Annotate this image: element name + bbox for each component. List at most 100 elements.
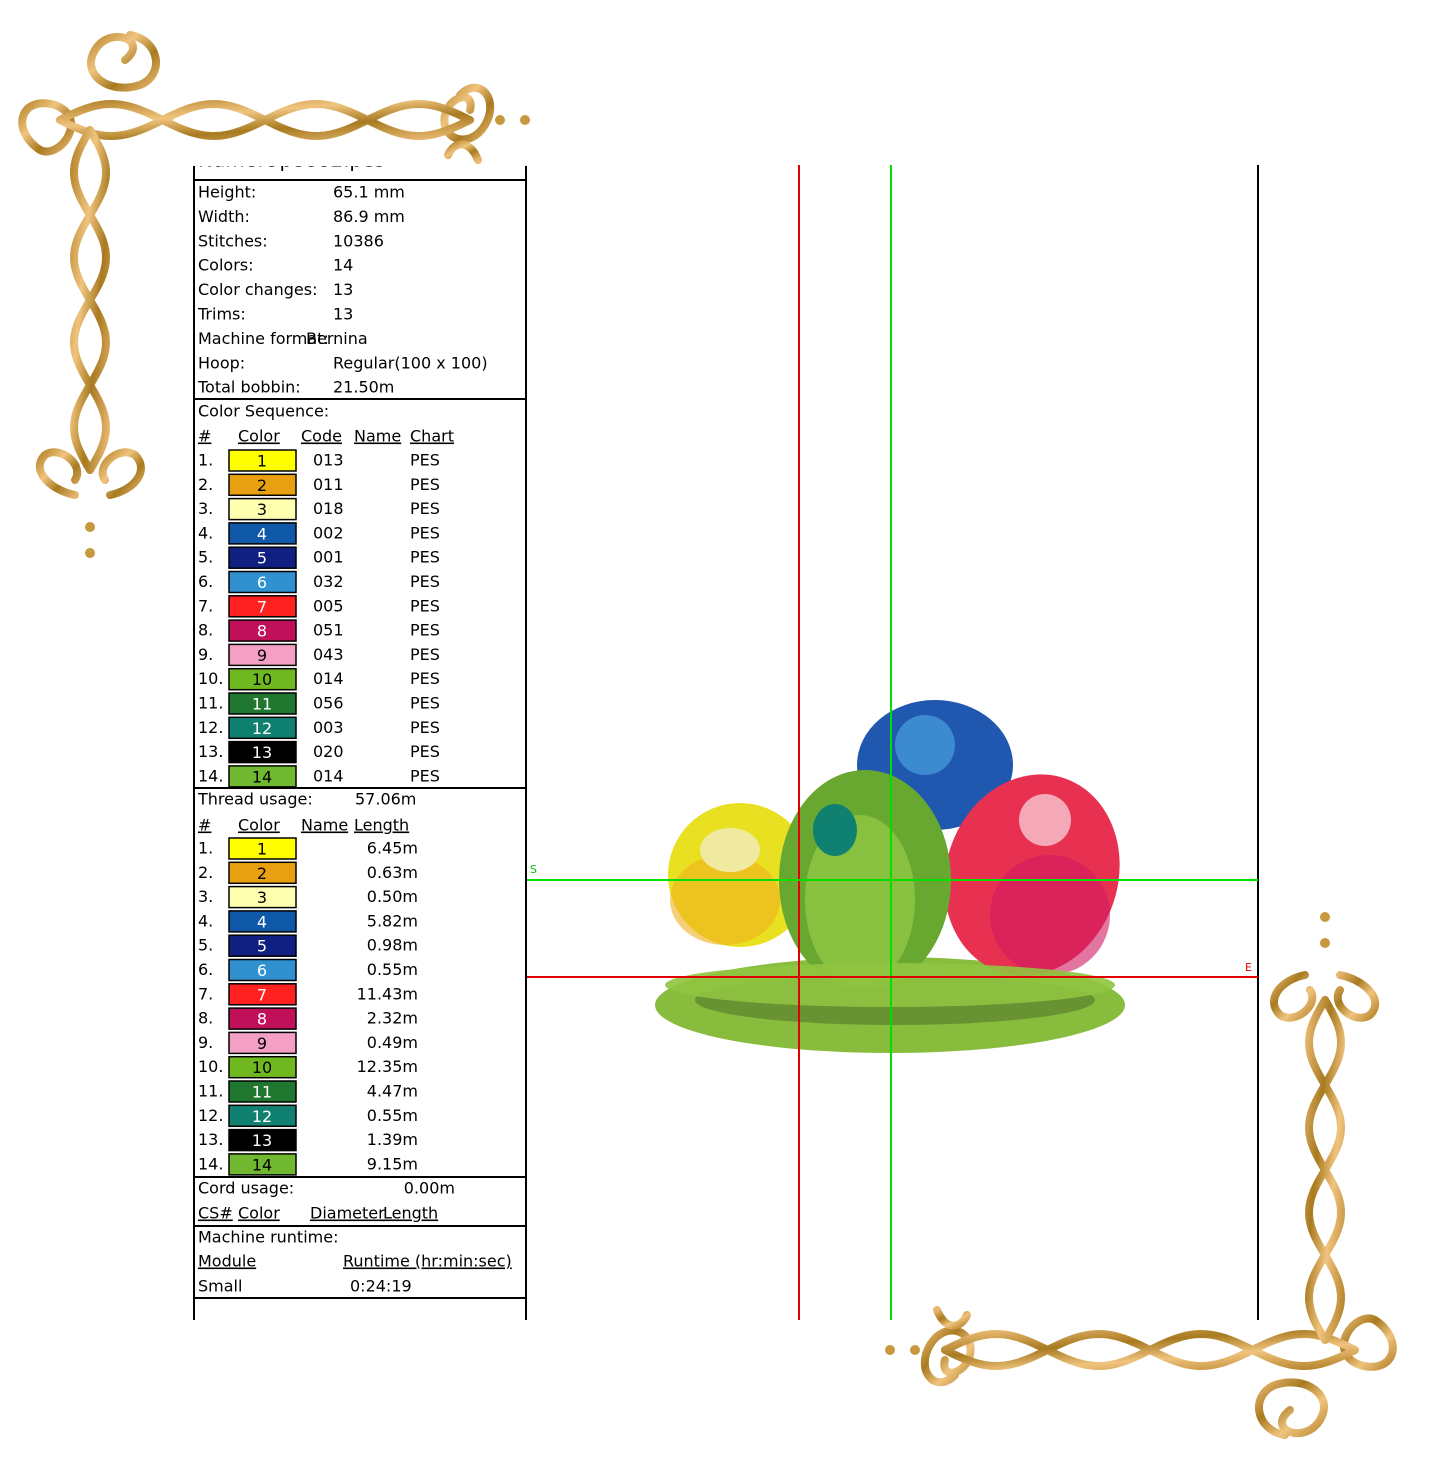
section-title: Cord usage: — [198, 1179, 294, 1198]
row-number: 14. — [198, 1154, 223, 1173]
info-value: Regular(100 x 100) — [333, 353, 488, 372]
color-swatch — [228, 473, 297, 497]
end-marker: E — [1245, 961, 1252, 974]
thread-chart: PES — [410, 742, 440, 761]
swatch-label: 2 — [257, 476, 267, 495]
row-number: 7. — [198, 596, 213, 615]
swatch-label: 5 — [257, 937, 267, 956]
color-swatch — [228, 861, 297, 885]
thread-length: 9.15m — [367, 1154, 418, 1173]
swatch-label: 10 — [252, 1058, 272, 1077]
column-header: Code — [301, 427, 342, 446]
row-number: 13. — [198, 742, 223, 761]
color-swatch — [228, 885, 297, 909]
color-swatch — [228, 1055, 297, 1079]
column-header: # — [198, 427, 211, 446]
swatch-label: 6 — [257, 573, 267, 592]
file-name: Name:Op8882.pes — [198, 148, 385, 172]
thread-chart: PES — [410, 451, 440, 470]
row-number: 8. — [198, 621, 213, 640]
corner-ornament — [885, 912, 1397, 1439]
column-header: Runtime (hr:min:sec) — [343, 1252, 512, 1271]
thread-chart: PES — [410, 621, 440, 640]
swatch-label: 11 — [252, 695, 272, 714]
swatch-label: 9 — [257, 1034, 267, 1053]
thread-length: 2.32m — [367, 1009, 418, 1028]
column-header: Module — [198, 1252, 256, 1271]
thread-length: 1.39m — [367, 1130, 418, 1149]
thread-chart: PES — [410, 572, 440, 591]
thread-code: 001 — [313, 548, 344, 567]
thread-code: 013 — [313, 451, 344, 470]
row-number: 4. — [198, 911, 213, 930]
column-header: Color — [238, 816, 280, 835]
swatch-label: 13 — [252, 743, 272, 762]
design-canvas: S E — [527, 165, 1259, 1320]
row-number: 3. — [198, 887, 213, 906]
thread-code: 011 — [313, 475, 344, 494]
thread-length: 0.55m — [367, 960, 418, 979]
corner-ornament — [18, 31, 530, 558]
section-title: Color Sequence: — [198, 402, 329, 421]
row-number: 2. — [198, 475, 213, 494]
row-number: 12. — [198, 1106, 223, 1125]
color-swatch — [228, 449, 297, 472]
swatch-label: 7 — [257, 985, 267, 1004]
color-swatch — [228, 1007, 297, 1030]
thread-code: 003 — [313, 718, 344, 737]
row-number: 7. — [198, 984, 213, 1003]
thread-chart: PES — [410, 766, 440, 785]
swatch-label: 4 — [257, 912, 267, 931]
row-number: 9. — [198, 645, 213, 664]
thread-chart: PES — [410, 548, 440, 567]
swatch-label: 10 — [252, 670, 272, 689]
row-number: 14. — [198, 766, 223, 785]
swatch-label: 5 — [257, 549, 267, 568]
row-number: 12. — [198, 718, 223, 737]
row-number: 3. — [198, 499, 213, 518]
row-number: 11. — [198, 694, 223, 713]
thread-length: 5.82m — [367, 911, 418, 930]
column-header: Name — [354, 427, 401, 446]
swatch-label: 8 — [257, 622, 267, 641]
color-swatch — [228, 619, 297, 642]
thread-code: 051 — [313, 621, 344, 640]
color-swatch — [228, 983, 297, 1006]
column-header: Diameter — [310, 1204, 385, 1223]
swatch-label: 6 — [257, 961, 267, 980]
info-value: 14 — [333, 256, 353, 275]
info-label: Width: — [198, 207, 250, 226]
runtime-value: 0:24:19 — [350, 1277, 412, 1296]
info-value: 10386 — [333, 231, 384, 250]
total-value: 57.06m — [355, 790, 416, 809]
dot — [1320, 912, 1330, 922]
color-swatch — [228, 1104, 297, 1128]
start-marker: S — [530, 863, 537, 876]
thread-chart: PES — [410, 596, 440, 615]
color-swatch — [228, 910, 297, 933]
color-swatch — [228, 958, 297, 982]
row-number: 1. — [198, 839, 213, 858]
color-swatch — [228, 497, 297, 521]
thread-length: 0.49m — [367, 1033, 418, 1052]
embroidery-design — [655, 700, 1125, 1053]
color-swatch — [228, 765, 297, 788]
info-label: Machine format: — [198, 329, 329, 348]
swatch-label: 9 — [257, 646, 267, 665]
section-title: Thread usage: — [197, 790, 313, 809]
color-swatch — [228, 716, 297, 740]
row-number: 6. — [198, 960, 213, 979]
column-header: Color — [238, 427, 280, 446]
thread-code: 014 — [313, 766, 344, 785]
thread-length: 0.50m — [367, 887, 418, 906]
info-label: Height: — [198, 183, 256, 202]
color-swatch — [228, 522, 297, 545]
color-swatch — [228, 692, 297, 715]
info-label: Colors: — [198, 256, 254, 275]
rope — [941, 1330, 1359, 1370]
thread-chart: PES — [410, 718, 440, 737]
row-number: 13. — [198, 1130, 223, 1149]
row-number: 6. — [198, 572, 213, 591]
thread-chart: PES — [410, 694, 440, 713]
